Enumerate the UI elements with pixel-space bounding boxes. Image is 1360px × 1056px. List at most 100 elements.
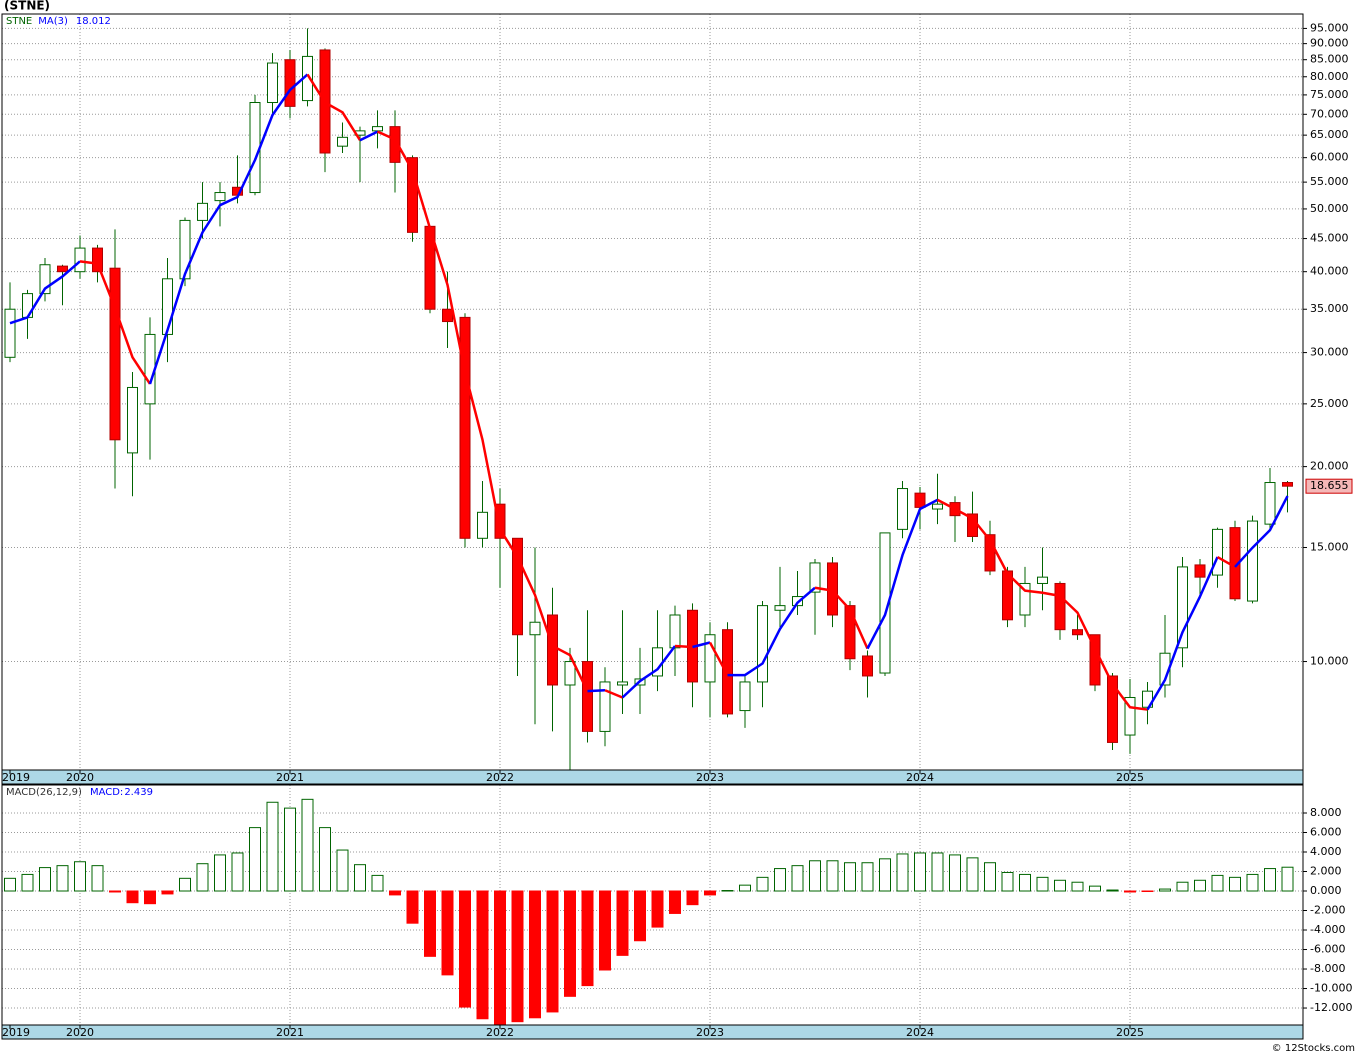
macd-bar: [914, 852, 926, 892]
candle-body: [494, 503, 506, 539]
macd-bar: [91, 865, 104, 892]
candle-body: [407, 157, 418, 233]
macd-bar: [879, 858, 891, 892]
macd-bar: [56, 865, 69, 892]
ma-line: [376, 130, 589, 692]
macd-bar: [21, 873, 34, 892]
macd-bar: [1211, 874, 1224, 892]
macd-bar: [1036, 876, 1049, 892]
ma-line: [674, 644, 693, 649]
macd-bar: [179, 877, 191, 892]
last-price-label: 18.655: [1310, 479, 1349, 492]
macd-bar: [949, 854, 961, 892]
x-tick-label: 2020: [66, 771, 94, 784]
legend-series-name: MACD:: [90, 787, 123, 798]
y-tick-label: 20.000: [1310, 460, 1349, 473]
macd-bar: [1229, 876, 1241, 892]
macd-bar: [581, 890, 594, 987]
x-tick-label: 2023: [696, 1026, 724, 1039]
ma-line: [148, 73, 309, 385]
macd-bar: [686, 890, 699, 906]
candle-body: [774, 605, 786, 611]
panel-frame: [1, 784, 1304, 1026]
candle-body: [932, 503, 943, 510]
candle-body: [1124, 696, 1136, 736]
macd-bar: [756, 876, 769, 892]
macd-bar: [1019, 873, 1031, 892]
y-tick-label: 10.000: [1310, 655, 1349, 668]
panel-frame: [1, 13, 1304, 771]
macd-bar: [616, 890, 629, 956]
y-tick-label: 0.000: [1310, 884, 1342, 897]
legend-series-value: 2.439: [124, 787, 153, 798]
candle-body: [879, 532, 891, 674]
macd-bar: [39, 867, 51, 892]
macd-bar: [249, 827, 261, 892]
macd-bar: [774, 868, 786, 892]
x-tick-label: 2023: [696, 771, 724, 784]
macd-bar: [336, 849, 349, 892]
y-tick-label: 6.000: [1310, 825, 1342, 838]
date-strip: [1, 769, 1304, 785]
macd-bar: [4, 877, 16, 892]
macd-bar: [284, 807, 296, 892]
macd-bar: [161, 890, 174, 895]
ma-line: [814, 586, 869, 650]
ma-line: [306, 73, 362, 141]
y-tick-label: 45.000: [1310, 232, 1349, 245]
y-tick-label: -6.000: [1310, 943, 1345, 956]
candle-body: [809, 562, 821, 593]
macd-bar: [791, 865, 804, 892]
candle-body: [162, 278, 173, 335]
ma-line: [587, 688, 606, 693]
y-tick-label: 4.000: [1310, 845, 1342, 858]
footer: © 12Stocks.com: [1272, 1043, 1355, 1054]
macd-bar: [1159, 888, 1171, 892]
x-tick-label: 2019: [2, 1026, 30, 1039]
chart-title: (STNE): [4, 0, 50, 13]
ma-line: [708, 641, 729, 676]
x-tick-label: 2025: [1116, 771, 1144, 784]
y-tick-label: -4.000: [1310, 923, 1345, 936]
y-tick-label: 65.000: [1310, 128, 1349, 141]
y-tick-label: 60.000: [1310, 151, 1349, 164]
macd-bar: [826, 860, 839, 892]
macd-bar: [1246, 873, 1259, 892]
macd-bar: [721, 890, 734, 892]
macd-bar: [1281, 866, 1294, 892]
macd-bar: [109, 890, 121, 893]
candle-body: [704, 634, 716, 683]
candle-body: [249, 102, 261, 194]
candle-body: [669, 614, 681, 649]
macd-bar: [546, 890, 559, 1013]
macd-bar: [669, 890, 681, 914]
macd-bar: [144, 890, 156, 905]
y-tick-label: 50.000: [1310, 202, 1349, 215]
y-tick-label: 25.000: [1310, 397, 1349, 410]
ma-line: [621, 645, 676, 699]
ma-line: [359, 130, 379, 142]
x-tick-label: 2021: [276, 1026, 304, 1039]
candle-body: [1019, 582, 1031, 616]
macd-bar: [511, 890, 524, 1023]
candle-body: [197, 202, 208, 221]
macd-bar: [494, 890, 506, 1026]
ma-line: [1216, 555, 1236, 569]
macd-bar: [389, 890, 401, 896]
y-tick-label: -8.000: [1310, 962, 1345, 975]
candle-body: [284, 59, 296, 107]
candle-body: [582, 661, 593, 732]
macd-bar: [406, 890, 419, 924]
candle-body: [459, 316, 471, 539]
macd-bar: [651, 890, 664, 928]
candle-body: [1282, 482, 1293, 487]
candle-body: [144, 333, 156, 405]
date-strip: [1, 1024, 1304, 1040]
candle-body: [512, 537, 523, 636]
candle-body: [757, 605, 768, 683]
x-tick-label: 2025: [1116, 1026, 1144, 1039]
y-tick-label: 70.000: [1310, 107, 1349, 120]
ma-line: [1146, 556, 1219, 711]
macd-bar: [1106, 889, 1119, 892]
legend-indicator: MACD(26,12,9): [6, 787, 82, 798]
